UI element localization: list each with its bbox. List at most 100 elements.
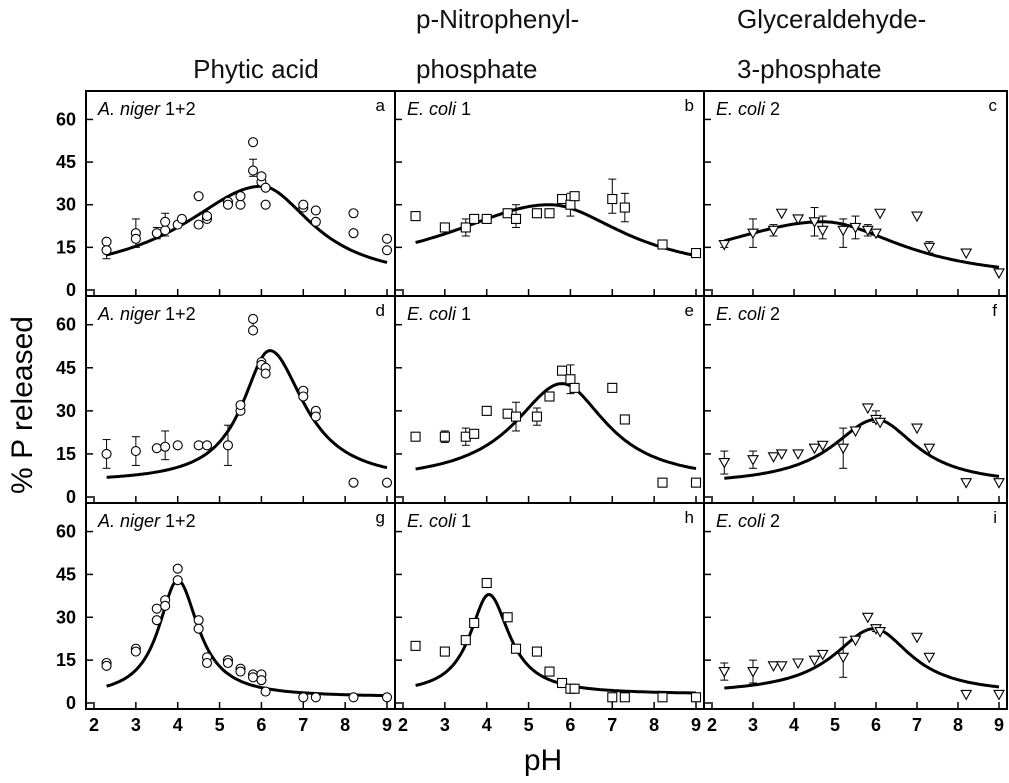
data-point [557,677,568,689]
data-point [176,213,187,224]
data-point [923,443,936,455]
panel-frame [85,295,396,504]
data-point [151,443,162,454]
panel-letter: d [376,301,385,320]
data-point [718,667,731,678]
data-point [160,600,171,611]
panel-letter: e [685,301,694,320]
data-point [837,225,850,237]
data-point [960,478,973,489]
fit-curve [723,220,1000,269]
y-axis-label: % P released [6,316,39,494]
data-point [510,411,522,422]
fit-curve [106,349,388,479]
panel-letter: f [992,301,997,320]
panel-frame [703,502,1008,710]
data-point [775,661,788,672]
organism-suffix: 1+2 [160,99,196,119]
x-tick-label: 2 [398,715,408,735]
x-tick-label: 6 [565,715,575,735]
x-tick-label: 8 [649,715,659,735]
y-tick-label: 45 [56,152,76,172]
organism-suffix: 1+2 [160,304,196,324]
data-point [298,692,309,703]
fit-curve [724,418,1000,480]
data-point [993,689,1005,701]
panel-h: 2 3 4 5 6 7 8 9 E. coli 1 h [394,502,705,735]
x-tick-label: 9 [382,715,392,735]
data-point [235,666,246,677]
organism-name: A. niger [97,99,161,119]
data-point [256,171,267,182]
data-point [607,692,618,703]
data-point [381,477,393,488]
data-point [381,245,393,256]
panel-frame [394,502,705,710]
panel-frame [703,295,1008,504]
panel-organism-label: A. niger 1+2 [97,511,196,531]
data-point [849,222,862,234]
data-point [201,440,213,451]
data-point [861,612,874,624]
data-point [222,657,233,669]
x-tick-label: 4 [789,715,799,735]
y-tick-label: 45 [56,564,76,584]
data-point [260,182,271,193]
panel-organism-label: E. coli 2 [716,511,780,531]
data-point [460,222,471,233]
data-point [235,191,246,202]
data-point [816,225,829,237]
organism-name: E. coli [407,304,457,324]
data-point [808,655,821,667]
data-point [481,577,492,589]
data-point [911,423,923,435]
data-point [849,635,862,647]
data-point [469,617,480,629]
x-tick-label: 2 [89,715,99,735]
data-point [298,199,309,210]
x-tick-label: 7 [298,715,308,735]
data-point [193,440,204,451]
panel-frame [394,90,705,297]
panel-letter: i [993,508,997,527]
column-title-1-line-1: Phytic acid [193,54,319,84]
data-point [870,228,882,240]
x-tick-label: 9 [691,715,701,735]
data-point [792,214,805,226]
data-point [235,400,246,411]
organism-name: A. niger [97,304,161,324]
data-point [837,443,850,455]
panel-frame [85,502,396,710]
panel-organism-label: E. coli 1 [407,511,471,531]
data-point [260,199,271,210]
y-tick-label: 0 [66,693,76,713]
data-point [808,217,821,228]
data-point [193,191,204,202]
data-point [993,268,1005,280]
data-point [718,239,731,251]
data-point [481,405,492,416]
data-point [657,239,668,250]
data-point [310,205,321,216]
data-point [510,643,522,654]
panel-d: 0 15 30 45 60 A. niger 1+2 d [56,295,396,507]
x-tick-label: 8 [340,715,350,735]
organism-name: E. coli [407,99,457,119]
column-title-3-line-2: 3-phosphate [737,54,882,84]
y-tick-label: 15 [56,444,76,464]
x-tick-label: 8 [953,715,963,735]
panel-organism-label: A. niger 1+2 [97,304,196,324]
organism-suffix: 2 [765,511,780,531]
data-point [690,692,702,703]
data-point [256,675,267,686]
data-point [767,225,780,237]
panel-f: E. coli 2 f [703,295,1008,504]
data-point [531,208,542,219]
panel-organism-label: E. coli 1 [407,304,471,324]
data-point [569,382,580,393]
data-point [248,313,259,325]
data-point [923,652,936,664]
y-tick-label: 60 [56,522,76,542]
y-tick-label: 45 [56,358,76,378]
x-tick-label: 5 [524,715,534,735]
